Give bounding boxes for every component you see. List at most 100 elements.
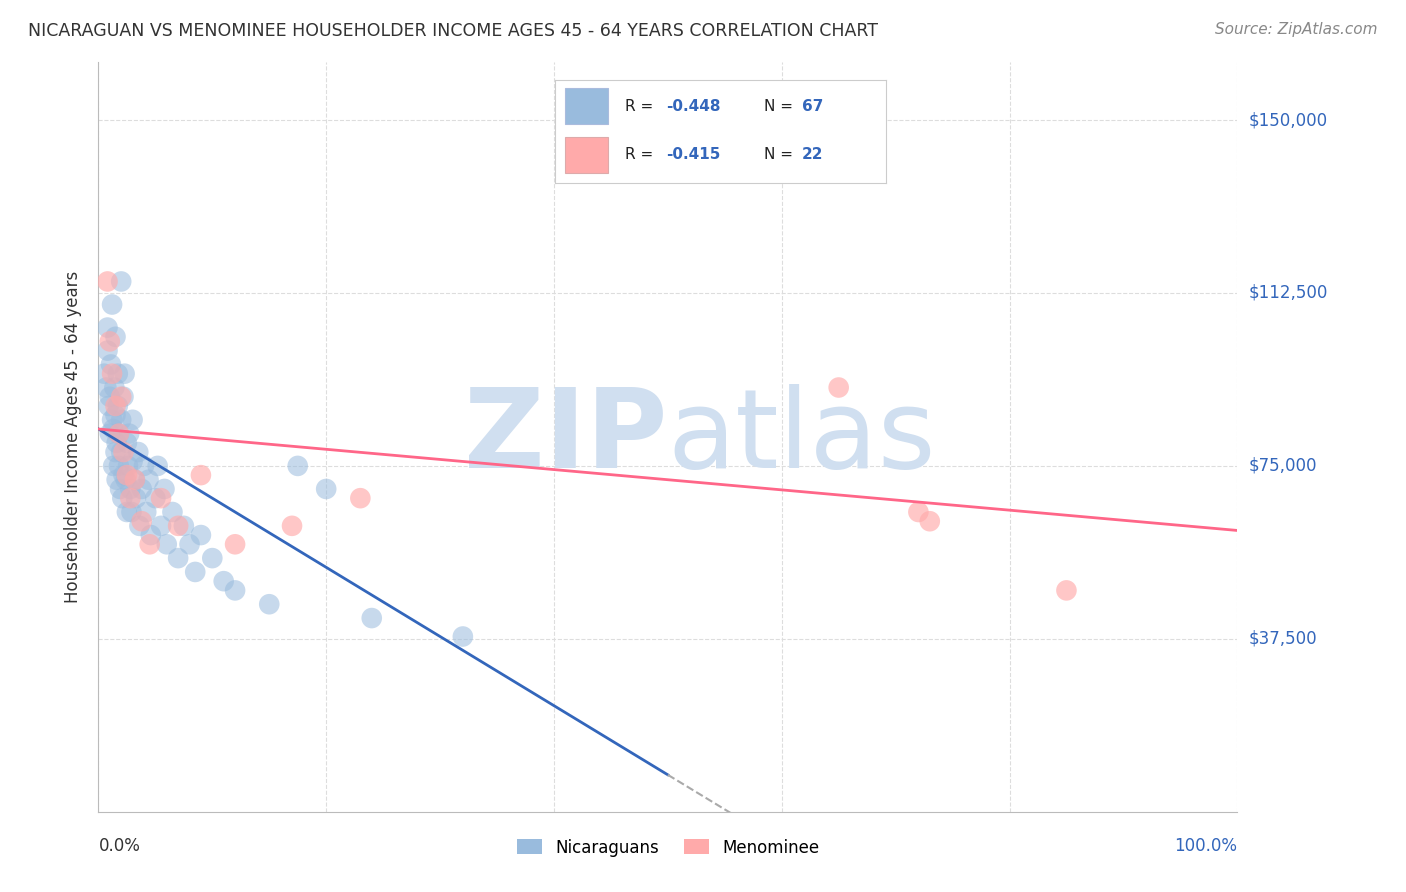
Point: [101, 297, 124, 311]
Point: [153, 482, 176, 496]
Text: N =: N =: [763, 147, 797, 162]
Point: [108, 426, 131, 441]
Point: [1054, 583, 1078, 598]
Point: [224, 537, 246, 551]
Point: [162, 505, 184, 519]
Point: [103, 458, 125, 473]
Point: [150, 491, 173, 505]
Text: -0.415: -0.415: [666, 147, 720, 162]
Point: [107, 399, 129, 413]
Text: R =: R =: [624, 147, 658, 162]
Point: [179, 537, 201, 551]
Point: [98, 426, 121, 441]
Text: R =: R =: [624, 99, 658, 114]
Point: [124, 473, 146, 487]
Point: [145, 491, 167, 505]
Point: [167, 519, 190, 533]
Text: ZIP: ZIP: [464, 384, 668, 491]
Point: [315, 482, 337, 496]
Point: [96, 343, 118, 358]
Point: [110, 275, 132, 289]
Point: [201, 551, 224, 566]
Point: [97, 399, 120, 413]
Point: [115, 468, 138, 483]
Point: [104, 445, 127, 459]
Text: 0.0%: 0.0%: [98, 837, 141, 855]
Point: [124, 473, 146, 487]
Text: 22: 22: [801, 147, 823, 162]
Point: [114, 473, 136, 487]
Point: [451, 630, 474, 644]
Text: $75,000: $75,000: [1249, 457, 1317, 475]
Point: [112, 445, 135, 459]
Point: [131, 482, 153, 496]
Point: [103, 422, 125, 436]
Point: [101, 367, 124, 381]
Point: [110, 413, 132, 427]
Text: 100.0%: 100.0%: [1174, 837, 1237, 855]
Point: [118, 426, 141, 441]
Text: $37,500: $37,500: [1249, 630, 1317, 648]
Text: $112,500: $112,500: [1249, 284, 1327, 302]
Point: [287, 458, 309, 473]
Point: [828, 380, 851, 394]
Point: [135, 505, 157, 519]
Point: [138, 473, 160, 487]
Point: [146, 458, 169, 473]
Point: [117, 458, 139, 473]
Point: [150, 519, 173, 533]
Point: [190, 468, 212, 483]
Bar: [565, 136, 609, 173]
Point: [139, 528, 162, 542]
Point: [105, 473, 128, 487]
Point: [108, 458, 131, 473]
Point: [138, 537, 160, 551]
Point: [120, 505, 142, 519]
Point: [224, 583, 246, 598]
Bar: [565, 88, 609, 124]
Point: [121, 454, 143, 468]
Point: [114, 367, 136, 381]
Text: NICARAGUAN VS MENOMINEE HOUSEHOLDER INCOME AGES 45 - 64 YEARS CORRELATION CHART: NICARAGUAN VS MENOMINEE HOUSEHOLDER INCO…: [28, 22, 879, 40]
Point: [108, 482, 131, 496]
Text: 67: 67: [801, 99, 823, 114]
Point: [121, 413, 143, 427]
Point: [349, 491, 371, 505]
Text: $150,000: $150,000: [1249, 112, 1327, 129]
Point: [212, 574, 235, 589]
Point: [190, 528, 212, 542]
Point: [96, 320, 118, 334]
Point: [107, 367, 129, 381]
Y-axis label: Householder Income Ages 45 - 64 years: Householder Income Ages 45 - 64 years: [65, 271, 83, 603]
Point: [173, 519, 195, 533]
Text: -0.448: -0.448: [666, 99, 720, 114]
Point: [104, 408, 127, 422]
Point: [108, 426, 131, 441]
Point: [120, 491, 142, 505]
Point: [281, 519, 304, 533]
Point: [105, 435, 128, 450]
Point: [127, 445, 149, 459]
Point: [907, 505, 929, 519]
Text: Source: ZipAtlas.com: Source: ZipAtlas.com: [1215, 22, 1378, 37]
Point: [132, 458, 155, 473]
Point: [259, 597, 281, 611]
Point: [111, 491, 134, 505]
Point: [98, 334, 121, 349]
Point: [110, 445, 132, 459]
Point: [918, 514, 941, 528]
Point: [104, 330, 127, 344]
Point: [96, 380, 118, 394]
Point: [125, 491, 148, 505]
Point: [115, 435, 138, 450]
Point: [96, 275, 118, 289]
Point: [120, 482, 142, 496]
Point: [128, 519, 150, 533]
Point: [156, 537, 179, 551]
Text: atlas: atlas: [668, 384, 936, 491]
Point: [115, 505, 138, 519]
Point: [104, 399, 127, 413]
Text: N =: N =: [763, 99, 797, 114]
Point: [112, 468, 135, 483]
Point: [360, 611, 382, 625]
